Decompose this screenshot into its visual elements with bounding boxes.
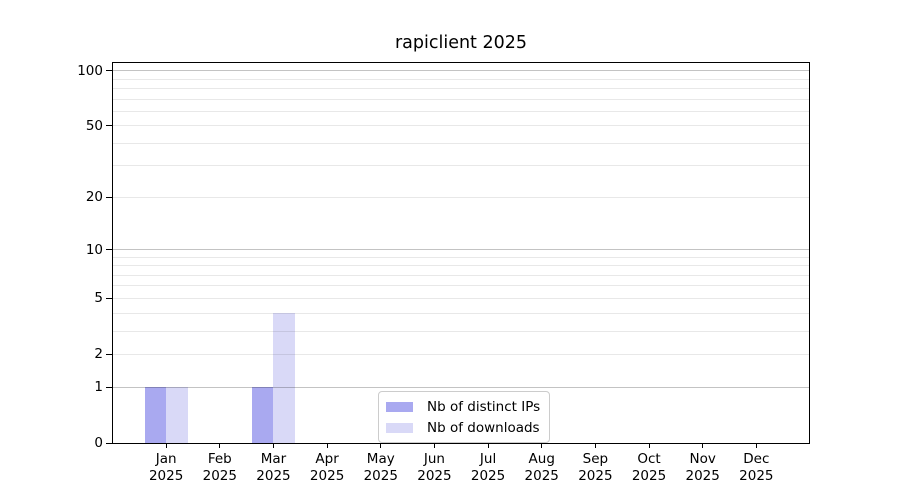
y-tick-label: 10 — [85, 241, 103, 258]
y-tick-label: 1 — [94, 379, 103, 396]
x-tick-mark — [326, 444, 328, 448]
x-tick-mark — [433, 444, 435, 448]
y-gridline-minor — [113, 297, 809, 299]
x-tick-mark — [594, 444, 596, 448]
x-tick-label: Mar 2025 — [256, 451, 291, 484]
x-tick-label: Jul 2025 — [470, 451, 506, 484]
legend-label-distinct-ips: Nb of distinct IPs — [427, 398, 541, 415]
x-tick-label: Sep 2025 — [578, 451, 613, 484]
x-tick-mark — [541, 444, 543, 448]
chart-title: rapiclient 2025 — [394, 33, 528, 53]
x-tick-mark — [755, 444, 757, 448]
x-tick-label: Feb 2025 — [202, 451, 237, 484]
y-tick-mark — [106, 442, 112, 444]
x-tick-mark — [219, 444, 221, 448]
bar-downloads-mar — [273, 313, 295, 443]
y-tick-mark — [106, 70, 112, 72]
y-gridline-minor — [113, 330, 809, 332]
y-gridline-minor — [113, 265, 809, 267]
y-tick-mark — [106, 249, 112, 251]
legend-item-distinct-ips: Nb of distinct IPs — [386, 397, 540, 416]
x-tick-mark — [648, 444, 650, 448]
y-tick-label: 100 — [77, 62, 103, 79]
legend-label-downloads: Nb of downloads — [427, 419, 540, 436]
x-tick-mark — [487, 444, 489, 448]
y-gridline-major — [113, 386, 809, 388]
x-tick-label: May 2025 — [363, 451, 398, 484]
bar-distinct-ips-mar — [252, 387, 274, 443]
x-tick-mark — [272, 444, 274, 448]
x-tick-mark — [165, 444, 167, 448]
y-gridline-minor — [113, 353, 809, 355]
y-tick-label: 0 — [94, 435, 103, 451]
bar-downloads-jan — [166, 387, 188, 443]
legend-item-downloads: Nb of downloads — [386, 418, 540, 437]
y-gridline-minor — [113, 196, 809, 198]
y-gridline-minor — [113, 87, 809, 89]
x-tick-label: Dec 2025 — [739, 451, 774, 484]
y-gridline-minor — [113, 256, 809, 258]
y-tick-mark — [106, 386, 112, 388]
x-tick-mark — [380, 444, 382, 448]
y-gridline-minor — [113, 78, 809, 80]
x-tick-label: Aug 2025 — [524, 451, 559, 484]
x-tick-label: Jun 2025 — [417, 451, 452, 484]
y-tick-mark — [106, 196, 112, 198]
x-tick-label: Oct 2025 — [631, 451, 667, 484]
y-tick-label: 5 — [94, 290, 103, 307]
y-gridline-minor — [113, 98, 809, 100]
x-tick-label: Nov 2025 — [685, 451, 720, 484]
y-gridline-minor — [113, 274, 809, 276]
y-gridline-minor — [113, 165, 809, 167]
y-gridline-minor — [113, 142, 809, 144]
y-gridline-major — [113, 249, 809, 251]
y-tick-mark — [106, 297, 112, 299]
y-gridline-minor — [113, 125, 809, 127]
x-tick-mark — [702, 444, 704, 448]
x-tick-label: Jan 2025 — [148, 451, 184, 484]
y-gridline-minor — [113, 312, 809, 314]
x-tick-label: Apr 2025 — [309, 451, 345, 484]
y-tick-label: 20 — [85, 189, 103, 206]
legend: Nb of distinct IPs Nb of downloads — [378, 391, 551, 443]
y-tick-label: 50 — [85, 117, 103, 134]
bar-distinct-ips-jan — [144, 387, 167, 443]
y-tick-mark — [106, 353, 112, 355]
y-gridline-major — [113, 70, 809, 72]
y-tick-label: 2 — [94, 346, 103, 363]
y-tick-mark — [106, 125, 112, 127]
y-gridline-minor — [113, 110, 809, 112]
legend-swatch-downloads — [386, 422, 413, 433]
y-gridline-minor — [113, 285, 809, 287]
legend-swatch-distinct-ips — [386, 401, 413, 412]
